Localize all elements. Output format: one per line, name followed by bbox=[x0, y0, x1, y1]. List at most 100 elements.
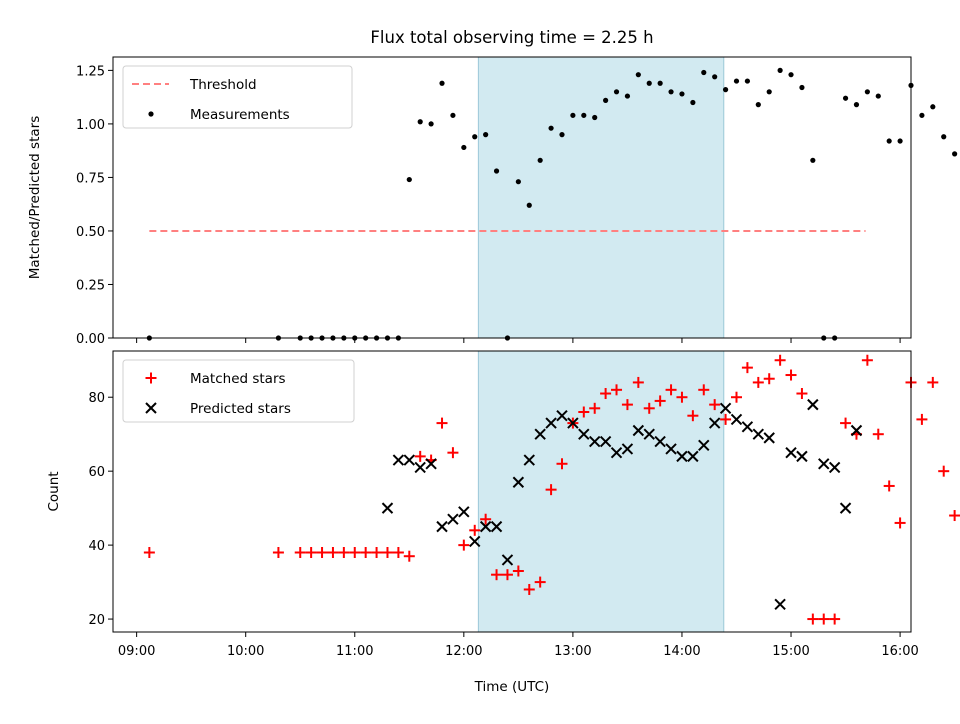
legend-box bbox=[122, 65, 353, 129]
predicted-star-point bbox=[490, 520, 503, 533]
matched-star-point bbox=[611, 384, 623, 396]
x-tick-label: 10:00 bbox=[227, 644, 264, 659]
predicted-star-point bbox=[621, 443, 634, 455]
y-tick-label: 40 bbox=[88, 539, 105, 554]
x-b bbox=[818, 458, 830, 470]
measurement-point bbox=[581, 112, 587, 118]
measurement-point bbox=[515, 179, 521, 185]
legend-label: Threshold bbox=[189, 77, 257, 93]
matched-star-point bbox=[480, 513, 492, 525]
matched-star-point bbox=[491, 569, 503, 581]
x-b bbox=[501, 554, 514, 566]
y-tick-label: 80 bbox=[88, 391, 105, 406]
chart-title: Flux total observing time = 2.25 h bbox=[370, 28, 653, 47]
predicted-star-point bbox=[599, 435, 612, 448]
predicted-star-point bbox=[741, 421, 754, 433]
x-b bbox=[381, 502, 394, 514]
measurement-point bbox=[428, 121, 434, 127]
x-b bbox=[708, 417, 721, 429]
y-tick-label: 0.25 bbox=[76, 278, 105, 293]
measurement-point bbox=[548, 125, 554, 131]
measurement-point bbox=[537, 157, 543, 163]
measurement-point bbox=[668, 89, 674, 95]
x-tick-label: 14:00 bbox=[663, 644, 700, 659]
matched-star-point bbox=[829, 613, 841, 625]
matched-star-point bbox=[403, 550, 415, 562]
predicted-star-point bbox=[850, 424, 863, 437]
matched-star-point bbox=[316, 547, 328, 559]
measurement-point bbox=[919, 112, 925, 118]
predicted-star-point bbox=[774, 598, 786, 610]
matched-star-point bbox=[741, 362, 753, 374]
measurement-point bbox=[897, 138, 903, 144]
predicted-star-point bbox=[556, 409, 568, 422]
x-b bbox=[687, 450, 699, 463]
matched-star-point bbox=[360, 547, 372, 559]
x-b bbox=[796, 450, 808, 463]
x-b bbox=[578, 428, 590, 440]
measurement-point bbox=[679, 91, 685, 97]
y-tick-label: 1.25 bbox=[76, 64, 105, 79]
x-b bbox=[665, 443, 677, 455]
x-b bbox=[556, 409, 568, 422]
matched-star-point bbox=[556, 458, 568, 470]
predicted-star-point bbox=[458, 506, 470, 518]
predicted-star-point bbox=[469, 535, 481, 548]
matched-star-point bbox=[272, 547, 284, 559]
bottom-panel: 20 40 60 80 09:00 10:00 11:00 12:00 13:00 14:00 15… bbox=[46, 350, 960, 659]
matched-star-point bbox=[698, 384, 710, 396]
x-b bbox=[785, 446, 797, 459]
matched-star-point bbox=[894, 517, 906, 529]
measurement-point bbox=[657, 80, 663, 86]
y-tick-label: 0.00 bbox=[76, 332, 105, 347]
legend-label: Matched stars bbox=[190, 371, 286, 387]
matched-star-point bbox=[381, 547, 393, 559]
measurement-point bbox=[461, 144, 467, 151]
matched-star-point bbox=[371, 547, 383, 559]
matched-star-point bbox=[414, 450, 426, 462]
legend-box bbox=[122, 359, 355, 423]
matched-star-point bbox=[578, 406, 590, 418]
x-b bbox=[741, 421, 754, 433]
predicted-star-point bbox=[828, 461, 841, 474]
x-b bbox=[839, 502, 852, 514]
predicted-star-point bbox=[643, 428, 655, 440]
measurement-point bbox=[930, 104, 936, 110]
x-b bbox=[447, 513, 459, 525]
predicted-star-point bbox=[719, 402, 732, 415]
legend-measurement-swatch bbox=[148, 111, 154, 117]
legend: Matched stars Predicted stars bbox=[122, 359, 355, 423]
measurement-point bbox=[559, 132, 565, 138]
y-tick-label: 0.50 bbox=[76, 225, 105, 240]
matched-star-point bbox=[938, 465, 950, 477]
predicted-star-point bbox=[425, 458, 437, 470]
legend: Threshold Measurements bbox=[122, 65, 353, 129]
predicted-star-point bbox=[632, 424, 645, 437]
measurement-point bbox=[733, 78, 740, 84]
matched-star-point bbox=[294, 547, 306, 559]
predicted-star-point bbox=[589, 435, 601, 448]
y-tick-label: 60 bbox=[88, 465, 105, 480]
x-tick-label: 15:00 bbox=[772, 644, 809, 659]
matched-star-point bbox=[807, 613, 819, 625]
x-tick-label: 12:00 bbox=[445, 644, 482, 659]
matched-star-point bbox=[589, 402, 601, 414]
x-b bbox=[403, 454, 416, 466]
matched-star-point bbox=[676, 391, 688, 403]
predicted-star-point bbox=[839, 502, 852, 514]
matched-star-point bbox=[447, 447, 459, 459]
measurement-point bbox=[646, 80, 652, 86]
matched-star-point bbox=[720, 413, 732, 425]
matched-star-point bbox=[796, 388, 808, 400]
x-b bbox=[698, 439, 710, 451]
predicted-star-point bbox=[534, 428, 546, 440]
matched-star-point bbox=[501, 569, 513, 581]
measurement-point bbox=[406, 176, 412, 183]
matched-star-point bbox=[840, 417, 852, 429]
matched-star-point bbox=[872, 428, 884, 440]
measurement-point bbox=[450, 112, 456, 118]
x-b bbox=[523, 454, 535, 466]
matched-star-point bbox=[818, 613, 830, 625]
predicted-star-point bbox=[687, 450, 699, 463]
x-b bbox=[807, 398, 819, 411]
